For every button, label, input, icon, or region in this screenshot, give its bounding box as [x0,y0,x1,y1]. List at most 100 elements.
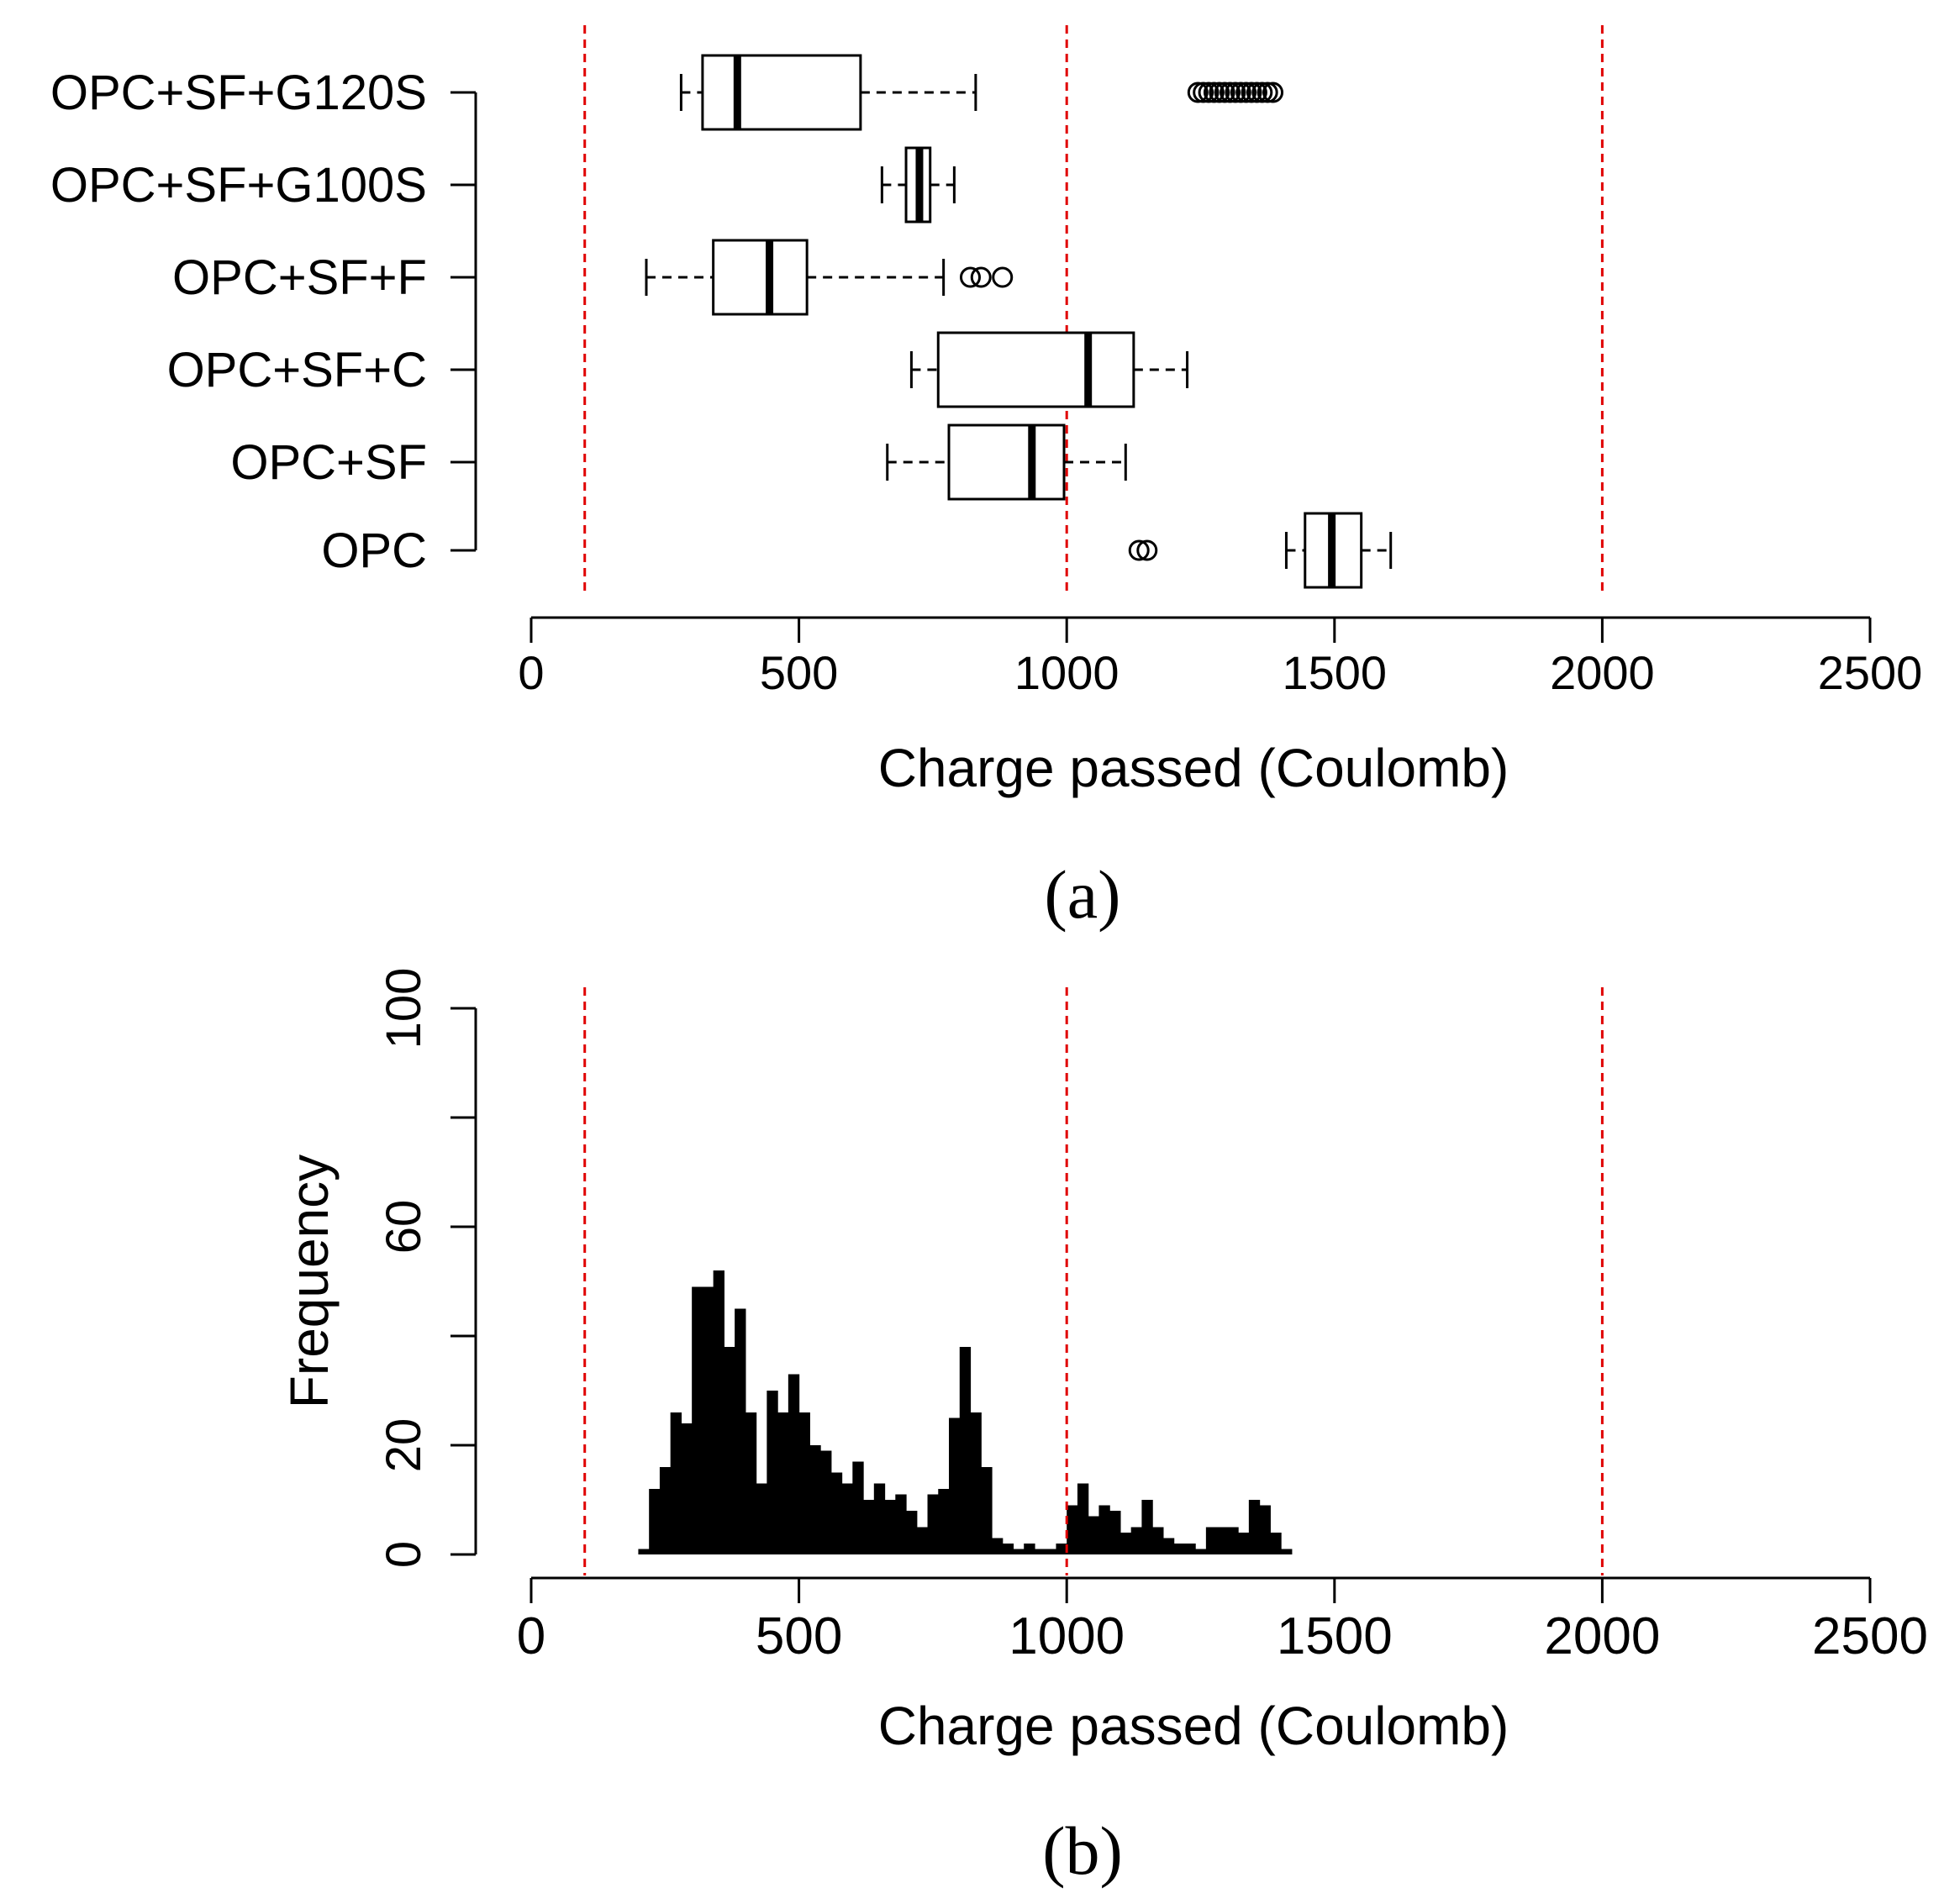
outlier-point [1187,82,1209,103]
histogram-bar [949,1417,961,1554]
histogram-bar [638,1549,650,1554]
histogram-bar [1281,1549,1293,1554]
histogram-bar [670,1412,682,1554]
x-tick-label: 500 [760,646,838,699]
x-tick-label: 2500 [1812,1607,1928,1665]
histogram-bar [1270,1533,1282,1554]
histogram-bar [1248,1500,1261,1554]
box-group [679,54,1284,131]
panel-label: (b) [1042,1812,1123,1889]
category-label: OPC+SF [230,435,427,490]
reference-lines [583,25,1604,592]
histogram-bars [638,1270,1293,1554]
x-tick-label: 0 [517,1607,545,1665]
x-axis: 0 500 1000 1500 2000 2500 [517,1576,1928,1665]
iqr-box [936,331,1135,408]
outlier-point [1241,82,1262,103]
histogram-bar [1013,1549,1025,1554]
x-axis: 0 500 1000 1500 2000 2500 [518,616,1923,699]
box-group [909,331,1189,408]
histogram-bar [884,1500,896,1554]
histogram-bar [970,1412,982,1554]
histogram-bar [724,1347,735,1554]
y-tick-label: 20 [377,1418,431,1473]
histogram-bar [1238,1533,1250,1554]
histogram-bar [938,1489,950,1554]
outlier-point [992,266,1014,288]
histogram-bar [1162,1538,1175,1554]
y-axis: 0 20 60 100 [377,968,477,1568]
histogram-bar [873,1483,886,1554]
outlier-point [1246,82,1267,103]
histogram-bar [1195,1549,1207,1554]
x-tick-label: 1000 [1014,646,1120,699]
histogram-bar [1184,1544,1196,1554]
x-tick-label: 500 [756,1607,842,1665]
category-label: OPC+SF+C [167,343,427,397]
histogram-bar [767,1391,778,1554]
category-label: OPC+SF+G100S [50,158,427,213]
outlier-point [970,266,992,288]
outlier-point [1128,539,1150,561]
histogram-bar [820,1450,832,1554]
histogram-bar [798,1412,810,1554]
panel-label: (a) [1044,856,1120,933]
histogram-bar [745,1412,757,1554]
box-group [645,239,1014,316]
outlier-point [960,266,982,288]
x-tick-label: 1500 [1283,646,1388,699]
histogram-bar [1152,1527,1164,1554]
x-tick-label: 2000 [1544,1607,1660,1665]
box-group [1128,512,1393,589]
x-tick-label: 2000 [1550,646,1655,699]
box-group [880,146,956,224]
histogram-bar [735,1308,746,1554]
category-label: OPC+SF+G120S [50,66,427,120]
histogram-bar [1205,1527,1218,1554]
histogram-bar [991,1538,1004,1554]
histogram-bar [788,1374,800,1554]
histogram-bar [852,1461,864,1554]
histogram-bar [1077,1483,1089,1554]
outlier-point [1220,82,1241,103]
histogram-bar [1024,1544,1035,1554]
iqr-box [701,54,862,131]
histogram-bar [1227,1527,1239,1554]
histogram-bar [1067,1505,1078,1554]
outlier-point [1136,539,1158,561]
histogram-bar [649,1489,661,1554]
histogram-bar [895,1494,907,1554]
boxplot-groups [645,54,1393,589]
reference-lines [583,987,1604,1575]
outlier-point [1209,82,1230,103]
outlier-point [1230,82,1251,103]
histogram-bar [1002,1544,1014,1554]
outlier-point [1262,82,1284,103]
outlier-point [1203,82,1225,103]
histogram-bar [702,1286,714,1554]
x-tick-label: 1000 [1009,1607,1125,1665]
histogram-bar [830,1472,843,1554]
histogram-bar [659,1467,672,1554]
histogram-bar [1216,1527,1228,1554]
boxplot-panel: OPC+SF+G120S OPC+SF+G100S OPC+SF+F OPC+SF+C… [50,25,1922,933]
histogram-bar [756,1483,767,1554]
outlier-point [1193,82,1214,103]
y-tick-label: 0 [377,1541,431,1568]
histogram-bar [1088,1516,1100,1554]
histogram-bar [681,1423,693,1554]
histogram-bar [692,1286,703,1554]
histogram-bar [1259,1505,1271,1554]
outlier-point [1251,82,1273,103]
histogram-bar [1045,1549,1057,1554]
histogram-bar [863,1500,875,1554]
histogram-bar [927,1494,939,1554]
x-tick-label: 2500 [1818,646,1923,699]
histogram-bar [713,1270,724,1554]
y-tick-label: 100 [377,968,431,1049]
histogram-bar [916,1527,929,1554]
x-tick-label: 0 [518,646,544,699]
iqr-box [712,239,809,316]
